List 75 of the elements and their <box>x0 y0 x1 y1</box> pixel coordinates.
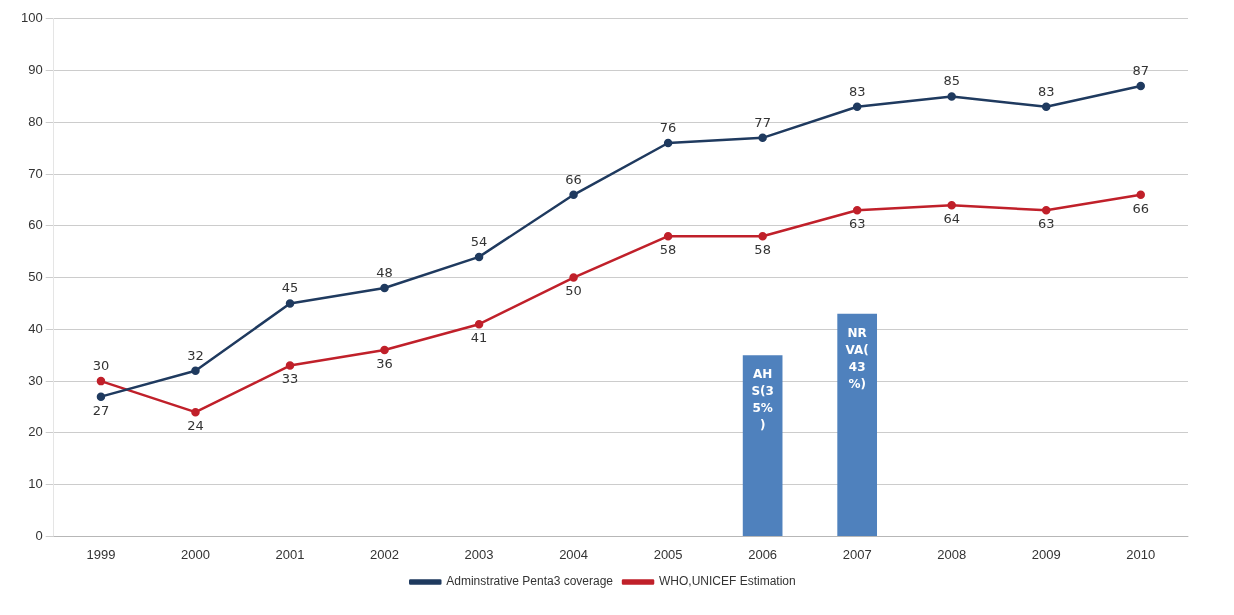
x-tick-label: 2002 <box>370 546 399 562</box>
point <box>96 392 106 401</box>
data-label: 33 <box>281 371 299 387</box>
data-label: 48 <box>376 264 393 280</box>
data-label: 85 <box>943 73 960 89</box>
legend-label: WHO,UNICEF Estimation <box>659 574 796 589</box>
point <box>191 366 200 376</box>
data-label: 66 <box>565 171 582 187</box>
y-tick-label: 70 <box>28 165 43 181</box>
x-tick-label: 2005 <box>653 546 683 562</box>
data-label: 63 <box>848 216 866 232</box>
y-tick-label: 10 <box>28 476 43 492</box>
y-tick-label: 100 <box>20 10 43 26</box>
point <box>758 231 767 241</box>
point <box>663 231 673 241</box>
data-label: 64 <box>943 211 960 227</box>
data-label: 77 <box>754 114 771 130</box>
data-label: 27 <box>92 402 110 418</box>
x-tick-label: 1999 <box>86 546 116 562</box>
point <box>285 361 295 370</box>
x-tick-label: 2006 <box>748 546 778 562</box>
point <box>191 407 200 417</box>
data-label: 76 <box>659 119 677 135</box>
point <box>1136 190 1145 200</box>
point <box>569 190 578 200</box>
y-tick-label: 30 <box>28 372 43 388</box>
data-label: 63 <box>1037 216 1055 232</box>
point <box>1041 206 1051 215</box>
data-label: 83 <box>848 83 866 99</box>
data-label: 50 <box>565 283 582 299</box>
point <box>285 299 295 308</box>
data-label: 30 <box>92 357 110 373</box>
legend-label: Adminstrative Penta3 coverage <box>446 574 614 589</box>
x-tick-label: 2003 <box>464 546 494 562</box>
data-label: 58 <box>754 242 771 258</box>
data-label: 58 <box>659 242 677 258</box>
data-label: NRVA(43%) <box>845 325 869 391</box>
point <box>852 102 862 112</box>
y-tick-label: 80 <box>28 113 43 129</box>
point <box>947 200 956 210</box>
point <box>380 283 389 293</box>
y-tick-label: 60 <box>28 217 43 233</box>
x-tick-label: 2000 <box>181 546 210 562</box>
point <box>474 252 484 262</box>
point <box>663 138 673 148</box>
point <box>947 92 956 101</box>
x-tick-label: 2009 <box>1031 546 1061 562</box>
x-tick-label: 2008 <box>937 546 967 562</box>
y-tick-label: 20 <box>28 424 43 440</box>
data-label: 54 <box>470 233 488 249</box>
point <box>1136 81 1145 91</box>
point <box>474 319 484 329</box>
data-label: 83 <box>1037 83 1055 99</box>
point <box>96 376 106 386</box>
x-tick-label: 2010 <box>1126 546 1156 562</box>
point <box>852 206 862 215</box>
y-tick-label: 0 <box>35 527 43 543</box>
data-label: AHS(35%) <box>751 367 774 433</box>
x-tick-label: 2007 <box>842 546 872 562</box>
x-tick-label: 2001 <box>275 546 305 562</box>
data-label: 36 <box>376 355 393 371</box>
x-tick-label: 2004 <box>559 546 589 562</box>
y-tick-label: 90 <box>28 62 43 78</box>
data-label: 66 <box>1132 200 1150 216</box>
data-label: 24 <box>187 418 204 434</box>
data-label: 87 <box>1132 62 1150 78</box>
y-tick-label: 40 <box>28 320 43 336</box>
data-label: 45 <box>281 280 299 296</box>
point <box>380 345 389 355</box>
point <box>758 133 767 143</box>
data-label: 32 <box>187 347 204 363</box>
data-label: 41 <box>470 330 488 346</box>
point <box>569 273 578 282</box>
point <box>1041 102 1051 112</box>
y-tick-label: 50 <box>28 269 43 285</box>
